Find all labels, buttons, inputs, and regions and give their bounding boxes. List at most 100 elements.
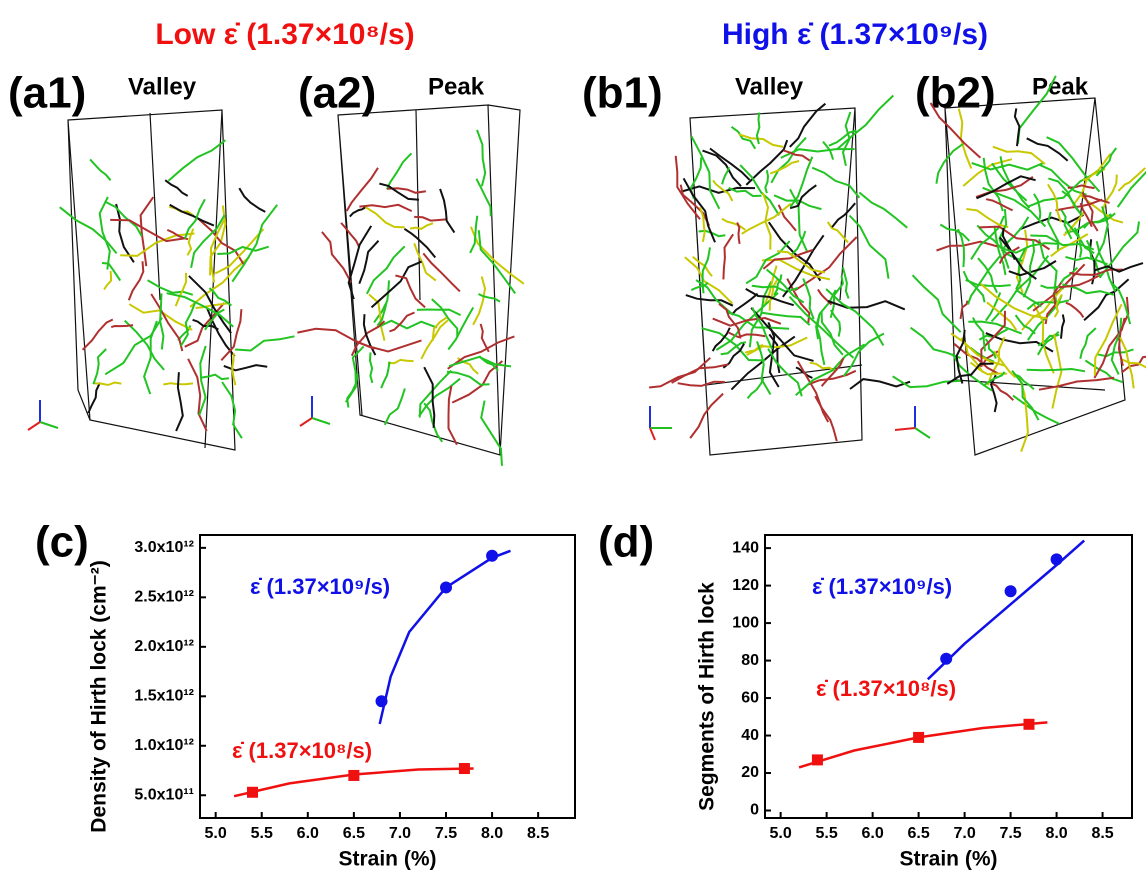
figure: Low ε̇ (1.37×10⁸/s) High ε̇ (1.37×10⁹/s)… xyxy=(0,0,1146,875)
data-point xyxy=(913,732,924,743)
dislocation-line xyxy=(1080,328,1096,359)
data-point xyxy=(440,581,452,593)
dislocation-line xyxy=(346,346,364,402)
panel-state: Peak xyxy=(428,73,485,100)
dislocation-line xyxy=(1062,191,1082,215)
dislocation-line xyxy=(170,205,214,226)
dislocation-line xyxy=(83,320,113,350)
dislocation-line xyxy=(185,199,205,238)
y-tick-label: 0 xyxy=(750,802,759,819)
data-point xyxy=(247,787,258,798)
dislocation-line xyxy=(1084,279,1129,320)
x-tick-label: 8.0 xyxy=(1045,825,1067,842)
dislocation-line xyxy=(232,205,277,282)
dislocation-line xyxy=(977,176,1036,198)
y-axis-label: Density of Hirth lock (cm⁻²) xyxy=(88,560,111,832)
dislocation-line xyxy=(420,371,452,418)
dislocation-line xyxy=(478,294,500,302)
panel-label: (a2) xyxy=(298,69,376,118)
dislocation-line xyxy=(410,223,433,229)
x-tick-label: 7.5 xyxy=(999,825,1021,842)
y-tick-label: 60 xyxy=(741,689,759,706)
dislocation-line xyxy=(376,321,437,329)
y-tick-label: 2.5x10¹² xyxy=(134,589,194,606)
series-label: ε̇ (1.37×10⁸/s) xyxy=(232,738,372,763)
dislocation-line xyxy=(224,365,267,370)
data-point xyxy=(812,754,823,765)
y-axis-label: Segments of Hirth lock xyxy=(696,582,719,811)
data-point xyxy=(459,763,470,774)
dislocation-line xyxy=(937,242,998,251)
data-point xyxy=(940,653,952,665)
x-tick-label: 7.0 xyxy=(953,825,975,842)
dislocation-line xyxy=(790,189,807,251)
dislocation-line xyxy=(1013,396,1059,424)
dislocation-line xyxy=(779,205,796,231)
panel-state: Peak xyxy=(1032,73,1089,100)
x-tick-label: 7.5 xyxy=(435,825,457,842)
dislocation-line xyxy=(448,308,473,350)
dislocation-line xyxy=(116,204,134,262)
dislocation-line xyxy=(385,389,405,425)
dislocation-line xyxy=(90,159,111,180)
dislocation-line xyxy=(93,349,106,384)
dislocation-line xyxy=(473,277,485,325)
dislocation-line xyxy=(347,374,357,408)
dislocation-line xyxy=(722,219,745,230)
dislocation-line xyxy=(125,321,164,370)
dislocation-line xyxy=(812,168,859,198)
dislocation-line xyxy=(966,209,1008,227)
dislocation-line xyxy=(1027,138,1068,161)
fit-curve xyxy=(799,722,1047,767)
dislocation-line xyxy=(1061,315,1064,339)
panel-label: (a1) xyxy=(8,69,86,118)
dislocation-line xyxy=(160,293,163,349)
dislocation-line xyxy=(1027,369,1085,371)
axis-triad xyxy=(28,396,930,440)
dislocation-line xyxy=(381,362,390,389)
series-label: ε̇ (1.37×10⁹/s) xyxy=(250,574,390,599)
series-label: ε̇ (1.37×10⁹/s) xyxy=(812,574,952,599)
dislocation-line xyxy=(710,149,750,180)
dislocation-line xyxy=(859,193,907,228)
panel-state: Valley xyxy=(735,73,804,100)
dislocation-line xyxy=(88,383,100,413)
dislocation-line xyxy=(239,188,265,212)
data-point xyxy=(1023,719,1034,730)
dislocation-line xyxy=(992,163,1030,208)
dislocation-line xyxy=(185,303,225,347)
dislocation-line xyxy=(748,378,764,398)
dislocation-line xyxy=(440,189,454,233)
dislocation-line xyxy=(423,253,460,291)
y-tick-label: 80 xyxy=(741,652,759,669)
x-tick-label: 6.5 xyxy=(907,825,929,842)
y-tick-label: 2.0x10¹² xyxy=(134,638,194,655)
dislocation-line xyxy=(832,203,855,227)
dislocation-line xyxy=(808,371,856,385)
dislocation-line xyxy=(1047,137,1100,191)
dislocation-line xyxy=(476,179,490,217)
dislocation-line xyxy=(350,207,366,217)
data-point xyxy=(1051,553,1063,565)
dislocation-line xyxy=(739,134,783,147)
x-tick-label: 8.5 xyxy=(527,825,549,842)
dislocation-line xyxy=(1016,290,1041,307)
y-tick-label: 100 xyxy=(732,614,759,631)
panel-label: (c) xyxy=(35,518,89,567)
y-tick-label: 1.0x10¹² xyxy=(134,737,194,754)
dislocation-line xyxy=(414,217,447,221)
y-tick-label: 140 xyxy=(732,539,759,556)
dislocation-line xyxy=(395,276,425,308)
panel-label: (b2) xyxy=(915,69,996,118)
x-tick-label: 8.5 xyxy=(1091,825,1113,842)
dislocation-line xyxy=(850,216,889,279)
fit-curve xyxy=(380,551,511,724)
dislocation-line xyxy=(187,229,193,256)
dislocation-line xyxy=(1066,303,1084,318)
x-tick-label: 5.5 xyxy=(816,825,838,842)
dislocation-line xyxy=(979,283,1048,319)
data-point xyxy=(348,770,359,781)
data-point xyxy=(1005,585,1017,597)
dislocation-line xyxy=(477,130,485,186)
dislocation-line xyxy=(366,207,405,227)
